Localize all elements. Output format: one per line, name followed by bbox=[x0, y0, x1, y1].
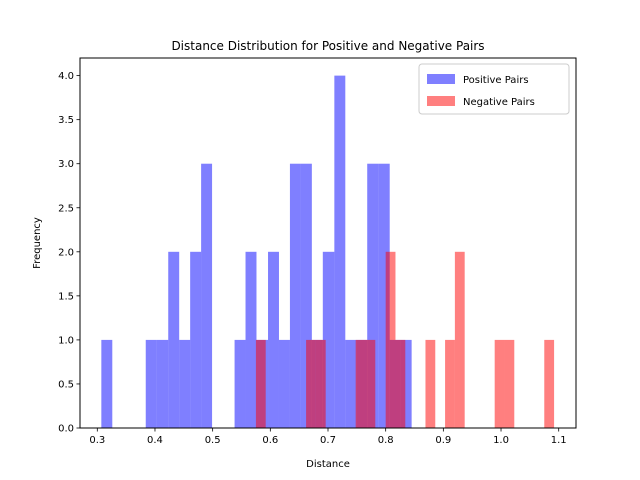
histogram-bar bbox=[334, 75, 346, 428]
histogram-bar bbox=[378, 163, 390, 428]
histogram-bar bbox=[322, 251, 335, 428]
legend-label: Negative Pairs bbox=[463, 97, 535, 108]
x-tick-label: 0.3 bbox=[89, 435, 105, 446]
histogram-bar bbox=[245, 251, 257, 428]
histogram-bar bbox=[445, 339, 455, 428]
x-tick-label: 0.4 bbox=[147, 435, 163, 446]
histogram-bar bbox=[268, 251, 279, 428]
histogram-bar bbox=[315, 339, 326, 428]
histogram-bar bbox=[168, 251, 180, 428]
legend: Positive Pairs Negative Pairs bbox=[418, 63, 570, 115]
histogram-bar bbox=[278, 339, 290, 428]
x-tick-label: 0.9 bbox=[435, 435, 451, 446]
histogram-bar bbox=[400, 339, 412, 428]
histogram-bar bbox=[367, 163, 379, 428]
histogram-bar bbox=[544, 339, 555, 428]
y-axis-label: Frequency bbox=[32, 217, 43, 269]
y-tick-label: 4.0 bbox=[58, 71, 74, 82]
histogram-bar bbox=[179, 339, 191, 428]
histogram-bar bbox=[289, 163, 301, 428]
histogram-bar bbox=[306, 339, 316, 428]
y-tick-label: 0.0 bbox=[58, 424, 74, 435]
histogram-bar bbox=[395, 339, 406, 428]
histogram-bar bbox=[385, 251, 396, 428]
x-tick-label: 1.1 bbox=[551, 435, 567, 446]
legend-swatch bbox=[427, 74, 455, 84]
y-tick-label: 3.5 bbox=[58, 115, 74, 126]
histogram-bar bbox=[355, 339, 366, 428]
x-tick-label: 0.8 bbox=[378, 435, 394, 446]
legend-label: Positive Pairs bbox=[463, 75, 529, 86]
histogram-bar bbox=[454, 251, 465, 428]
x-axis: 0.3 0.4 0.5 0.6 0.7 0.8 0.9 1.0 1.1 bbox=[89, 428, 567, 446]
histogram-bar bbox=[234, 339, 246, 428]
legend-swatch bbox=[427, 96, 455, 106]
y-tick-label: 2.0 bbox=[58, 247, 74, 258]
histogram-bar bbox=[494, 339, 505, 428]
x-tick-label: 0.5 bbox=[205, 435, 221, 446]
x-tick-label: 0.6 bbox=[262, 435, 278, 446]
histogram-bar bbox=[156, 339, 169, 428]
histogram-bar bbox=[145, 339, 157, 428]
bars-layer bbox=[101, 75, 555, 428]
histogram-bar bbox=[101, 339, 113, 428]
histogram-bar bbox=[345, 339, 357, 428]
chart-title: Distance Distribution for Positive and N… bbox=[171, 39, 484, 53]
histogram-bar bbox=[504, 339, 515, 428]
y-tick-label: 1.5 bbox=[58, 291, 74, 302]
x-tick-label: 1.0 bbox=[493, 435, 509, 446]
x-tick-label: 0.7 bbox=[320, 435, 336, 446]
y-tick-label: 2.5 bbox=[58, 203, 74, 214]
histogram-bar bbox=[201, 163, 213, 428]
y-axis: 0.0 0.5 1.0 1.5 2.0 2.5 3.0 3.5 4.0 bbox=[58, 71, 80, 435]
y-tick-label: 1.0 bbox=[58, 335, 74, 346]
legend-box bbox=[418, 63, 570, 115]
histogram-bar bbox=[255, 339, 266, 428]
histogram-bar bbox=[425, 339, 436, 428]
x-axis-label: Distance bbox=[306, 459, 350, 470]
y-tick-label: 0.5 bbox=[58, 379, 74, 390]
histogram-bar bbox=[300, 163, 312, 428]
series-1-bars bbox=[255, 251, 555, 428]
histogram-bar bbox=[190, 251, 202, 428]
histogram-bar bbox=[365, 339, 376, 428]
y-tick-label: 3.0 bbox=[58, 159, 74, 170]
